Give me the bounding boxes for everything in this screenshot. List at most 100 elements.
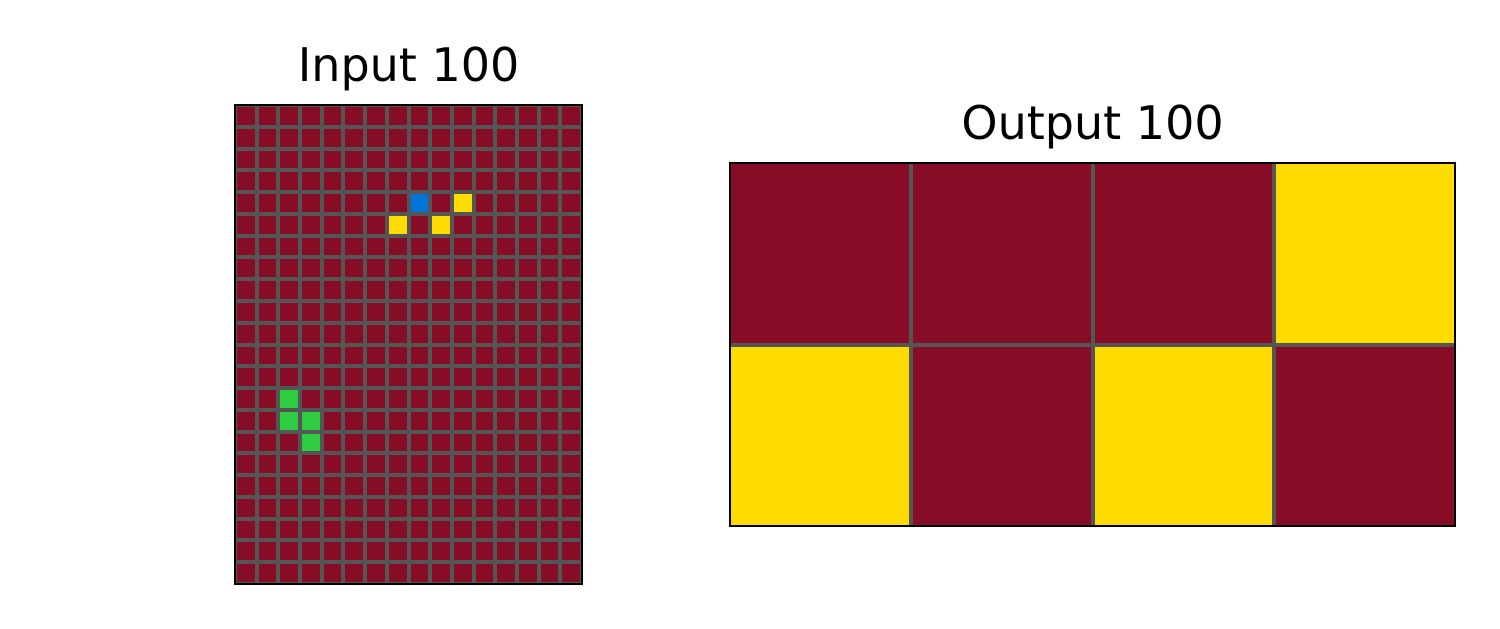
input-cell	[432, 455, 450, 474]
input-cell	[280, 281, 299, 299]
input-cell	[323, 172, 342, 191]
input-cell	[323, 324, 342, 343]
output-cell	[731, 346, 909, 525]
input-cell	[518, 390, 537, 408]
input-cell	[432, 324, 450, 343]
input-cell	[475, 346, 494, 365]
input-cell	[497, 498, 515, 517]
output-cell	[912, 346, 1091, 525]
input-cell	[258, 215, 277, 234]
input-cell	[323, 411, 342, 430]
input-cell	[258, 346, 277, 365]
input-cell	[258, 477, 277, 495]
input-cell	[323, 346, 342, 365]
input-cell	[410, 215, 429, 234]
input-cell	[388, 194, 407, 212]
input-cell	[562, 194, 580, 212]
input-cell	[432, 172, 450, 191]
input-cell	[432, 433, 450, 452]
input-cell	[280, 150, 299, 169]
input-cell	[475, 172, 494, 191]
input-cell	[562, 520, 580, 539]
input-cell	[302, 542, 320, 561]
input-cell	[453, 477, 472, 495]
input-cell	[475, 433, 494, 452]
input-cell	[258, 259, 277, 278]
input-cell	[323, 455, 342, 474]
input-cell	[388, 433, 407, 452]
input-cell	[432, 107, 450, 125]
input-cell	[410, 194, 429, 212]
input-cell	[497, 542, 515, 561]
input-cell	[367, 520, 385, 539]
input-cell	[562, 455, 580, 474]
input-cell	[518, 259, 537, 278]
input-cell	[432, 259, 450, 278]
output-cell	[1276, 346, 1454, 525]
input-cell	[497, 455, 515, 474]
input-cell	[540, 346, 559, 365]
input-cell	[453, 346, 472, 365]
input-cell	[302, 368, 320, 387]
input-cell	[280, 172, 299, 191]
input-cell	[302, 411, 320, 430]
input-cell	[280, 433, 299, 452]
input-cell	[345, 215, 364, 234]
input-cell	[367, 302, 385, 321]
input-cell	[518, 433, 537, 452]
input-cell	[562, 411, 580, 430]
input-cell	[562, 564, 580, 582]
input-cell	[432, 542, 450, 561]
input-cell	[323, 194, 342, 212]
input-cell	[475, 368, 494, 387]
input-cell	[453, 433, 472, 452]
input-cell	[475, 128, 494, 147]
input-cell	[475, 215, 494, 234]
input-cell	[345, 302, 364, 321]
input-cell	[497, 237, 515, 256]
input-cell	[388, 150, 407, 169]
input-cell	[237, 107, 255, 125]
input-cell	[497, 259, 515, 278]
input-cell	[497, 411, 515, 430]
input-cell	[540, 520, 559, 539]
input-cell	[410, 520, 429, 539]
input-cell	[432, 346, 450, 365]
input-cell	[323, 564, 342, 582]
input-cell	[280, 259, 299, 278]
input-cell	[302, 390, 320, 408]
input-cell	[367, 368, 385, 387]
input-cell	[237, 390, 255, 408]
input-cell	[388, 259, 407, 278]
input-cell	[453, 542, 472, 561]
input-cell	[280, 302, 299, 321]
input-cell	[453, 194, 472, 212]
input-cell	[410, 564, 429, 582]
input-cell	[388, 302, 407, 321]
input-cell	[453, 390, 472, 408]
input-cell	[497, 302, 515, 321]
input-cell	[410, 107, 429, 125]
input-cell	[518, 107, 537, 125]
input-cell	[302, 455, 320, 474]
input-cell	[237, 324, 255, 343]
output-panel-title: Output 100	[961, 96, 1224, 150]
input-cell	[518, 455, 537, 474]
input-cell	[302, 215, 320, 234]
input-cell	[323, 215, 342, 234]
input-cell	[280, 455, 299, 474]
output-cell	[1276, 164, 1454, 343]
input-cell	[258, 237, 277, 256]
input-cell	[518, 281, 537, 299]
input-cell	[237, 433, 255, 452]
input-cell	[258, 281, 277, 299]
input-cell	[302, 324, 320, 343]
input-cell	[562, 107, 580, 125]
input-cell	[345, 390, 364, 408]
input-cell	[518, 237, 537, 256]
input-cell	[432, 281, 450, 299]
input-cell	[410, 150, 429, 169]
input-cell	[345, 564, 364, 582]
input-cell	[410, 302, 429, 321]
input-cell	[388, 237, 407, 256]
